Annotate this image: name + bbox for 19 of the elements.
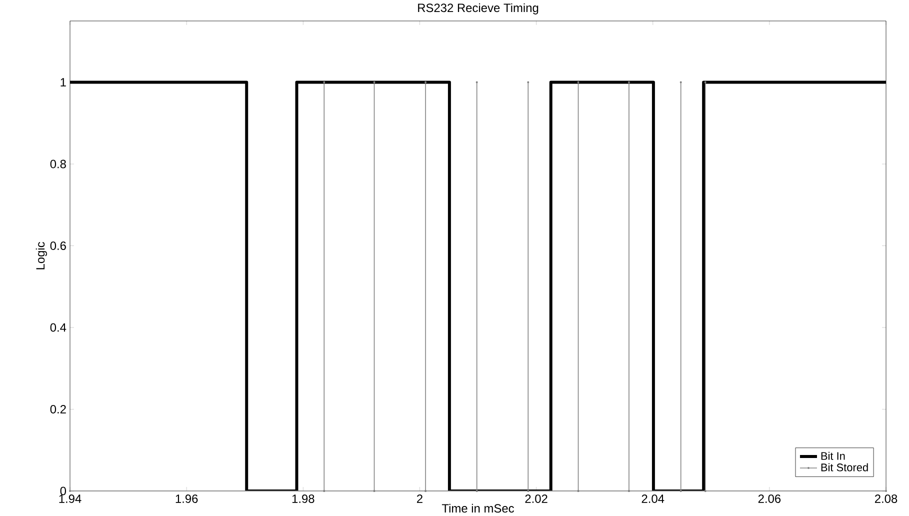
x-tick-label: 2	[416, 494, 422, 503]
y-tick-label: 0.4	[50, 323, 66, 332]
x-tick-label: 2.04	[642, 494, 664, 503]
legend-label: Bit Stored	[821, 463, 868, 472]
x-tick-label: 1.98	[292, 494, 314, 503]
y-axis-title: Logic	[36, 242, 48, 270]
y-tick-label: 1	[60, 78, 66, 86]
chart-title: RS232 Recieve Timing	[418, 3, 538, 14]
x-tick-label: 2.02	[525, 494, 548, 503]
x-tick-label: 1.96	[176, 494, 198, 503]
x-tick-label: 2.06	[758, 494, 781, 503]
x-tick-label: 2.08	[874, 494, 898, 503]
x-axis-title: Time in mSec	[442, 504, 514, 513]
y-tick-label: 0	[60, 486, 66, 496]
x-tick-label: 1.94	[59, 494, 82, 503]
y-tick-label: 0.8	[50, 160, 66, 168]
y-tick-label: 0.6	[50, 242, 66, 250]
legend-label: Bit In	[821, 452, 845, 460]
y-tick-label: 0.2	[50, 405, 66, 414]
